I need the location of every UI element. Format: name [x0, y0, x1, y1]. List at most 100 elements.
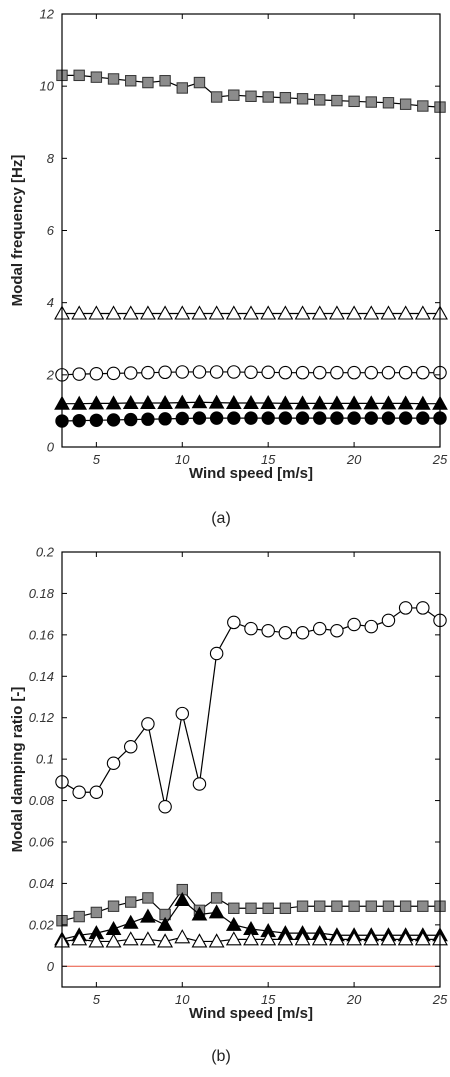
data-point: [225, 931, 242, 946]
data-point: [348, 900, 360, 912]
chart-panel-a: 5 10 15 20 25 0 2 4 6 8 10 12 Wind speed [m/s] Modal …: [9, 7, 448, 528]
data-point: [348, 95, 360, 108]
data-point: [294, 931, 311, 946]
data-point: [227, 365, 241, 379]
data-point: [227, 411, 241, 425]
x-tick-label: 20: [346, 452, 362, 467]
data-point: [208, 394, 225, 409]
data-point: [312, 621, 327, 636]
data-point: [122, 394, 139, 409]
series-square-grey: [56, 883, 446, 927]
data-point: [399, 900, 412, 912]
data-point: [399, 98, 412, 110]
data-point: [125, 896, 137, 908]
data-point: [225, 394, 242, 409]
data-point: [346, 305, 363, 320]
data-point: [141, 412, 155, 426]
data-point: [417, 900, 429, 912]
data-point: [243, 931, 259, 946]
data-point: [174, 394, 191, 409]
data-point: [398, 601, 413, 615]
y-tick-label: 0.04: [29, 876, 54, 891]
series-line: [61, 607, 441, 807]
data-point: [416, 601, 430, 615]
y-tick-label: 0.2: [36, 545, 55, 560]
y-tick-label: 0: [47, 959, 55, 974]
data-point: [107, 900, 120, 912]
y-tick-label: 12: [40, 7, 55, 22]
data-point: [295, 411, 310, 425]
series-triangle-filled: [54, 394, 448, 410]
data-point: [88, 305, 105, 320]
data-point: [363, 305, 380, 320]
data-point: [330, 411, 344, 425]
data-point: [330, 623, 344, 638]
data-point: [380, 931, 397, 946]
series-circle-open: [55, 365, 447, 382]
x-tick-label: 10: [175, 452, 190, 467]
data-point: [157, 305, 174, 320]
data-point: [296, 900, 309, 912]
data-point: [89, 413, 104, 427]
data-point: [228, 902, 240, 914]
data-point: [381, 411, 396, 425]
data-point: [72, 413, 86, 428]
data-point: [363, 395, 380, 410]
data-point: [311, 305, 328, 320]
data-point: [105, 395, 122, 410]
y-tick-label: 2: [46, 367, 55, 382]
data-point: [416, 365, 430, 380]
data-point: [414, 305, 431, 320]
data-point: [157, 394, 173, 409]
data-point: [295, 626, 310, 640]
y-axis-label: Modal damping ratio [-]: [9, 687, 26, 853]
data-point: [380, 395, 397, 410]
chart-panel-b: 5 10 15 20 25 0 0.02 0.04 0.06 0.08 0.1 0.12 0.14 0.1…: [9, 545, 448, 1066]
data-point: [90, 71, 103, 83]
data-point: [245, 902, 257, 914]
data-point: [380, 305, 397, 320]
data-point: [245, 90, 257, 102]
x-tick-label: 15: [261, 992, 276, 1007]
data-point: [311, 395, 328, 410]
data-point: [381, 613, 396, 628]
data-point: [365, 900, 377, 912]
data-point: [191, 906, 208, 921]
data-point: [90, 906, 103, 919]
data-point: [175, 706, 190, 721]
series-square-grey: [56, 69, 446, 113]
series-circle-filled: [55, 411, 447, 428]
y-axis-label: Modal frequency [Hz]: [9, 155, 26, 307]
y-tick-label: 8: [47, 151, 55, 166]
x-tick-label: 5: [93, 992, 101, 1007]
data-point: [157, 916, 173, 931]
data-point: [397, 931, 414, 946]
x-tick-label: 25: [432, 452, 448, 467]
data-point: [106, 366, 121, 381]
data-point: [72, 367, 86, 381]
data-point: [192, 777, 207, 791]
data-point: [381, 365, 396, 380]
data-point: [279, 92, 292, 104]
data-point: [73, 69, 85, 82]
data-point: [72, 785, 86, 800]
plot-frame: [61, 551, 441, 988]
data-point: [347, 617, 361, 632]
data-point: [261, 623, 275, 638]
data-point: [313, 411, 327, 425]
data-point: [227, 615, 241, 630]
y-tick-label: 6: [47, 223, 55, 238]
x-tick-label: 15: [261, 452, 276, 467]
data-point: [139, 305, 156, 320]
panel-caption: (a): [211, 510, 231, 527]
data-point: [347, 365, 361, 380]
data-point: [139, 931, 156, 946]
data-point: [142, 892, 154, 904]
data-point: [295, 365, 310, 380]
data-point: [312, 365, 327, 380]
data-point: [123, 739, 138, 754]
data-point: [278, 626, 293, 640]
data-point: [191, 305, 208, 320]
data-point: [125, 75, 137, 87]
series-triangle-open: [54, 305, 448, 320]
